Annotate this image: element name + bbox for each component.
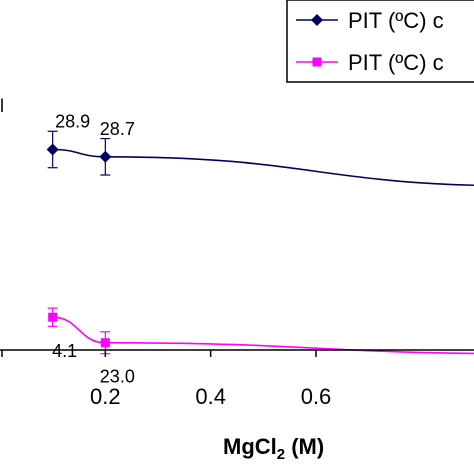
data-label: 23.0 — [100, 367, 135, 387]
xlabel-unit: (M) — [285, 434, 324, 459]
plot-area: 28.9 28.7 4.1 23.0 — [46, 111, 474, 387]
legend-label: PIT (ºC) c — [348, 8, 444, 33]
series-line — [52, 148, 474, 187]
svg-text:MgCl2 (M): MgCl2 (M) — [223, 434, 324, 463]
x-axis: 0.2 0.4 0.6 — [0, 349, 474, 409]
data-point — [48, 312, 58, 322]
legend-marker — [311, 14, 323, 26]
xlabel-main: MgCl — [223, 434, 277, 459]
data-point — [46, 143, 59, 156]
series-line — [52, 316, 474, 355]
legend-marker — [312, 57, 322, 67]
data-point — [99, 150, 112, 163]
legend-entry: PIT (ºC) c — [296, 50, 444, 75]
data-label: 4.1 — [52, 341, 77, 361]
legend-label: PIT (ºC) c — [348, 50, 444, 75]
series-1: 28.9 28.7 — [46, 111, 474, 187]
data-label: 28.9 — [55, 111, 90, 131]
xlabel-subscript: 2 — [277, 446, 285, 463]
legend: PIT (ºC) c PIT (ºC) c — [286, 0, 474, 83]
x-tick-label: 0.2 — [90, 384, 121, 409]
x-axis-label: MgCl2 (M) — [223, 434, 324, 463]
legend-box — [286, 0, 474, 83]
x-tick-label: 0.6 — [301, 384, 332, 409]
data-label: 28.7 — [100, 119, 135, 139]
legend-entry: PIT (ºC) c — [296, 8, 444, 33]
x-tick-label: 0.4 — [195, 384, 226, 409]
data-point — [100, 338, 110, 348]
side-text: l — [0, 96, 4, 116]
series-2: 4.1 23.0 — [47, 307, 474, 387]
